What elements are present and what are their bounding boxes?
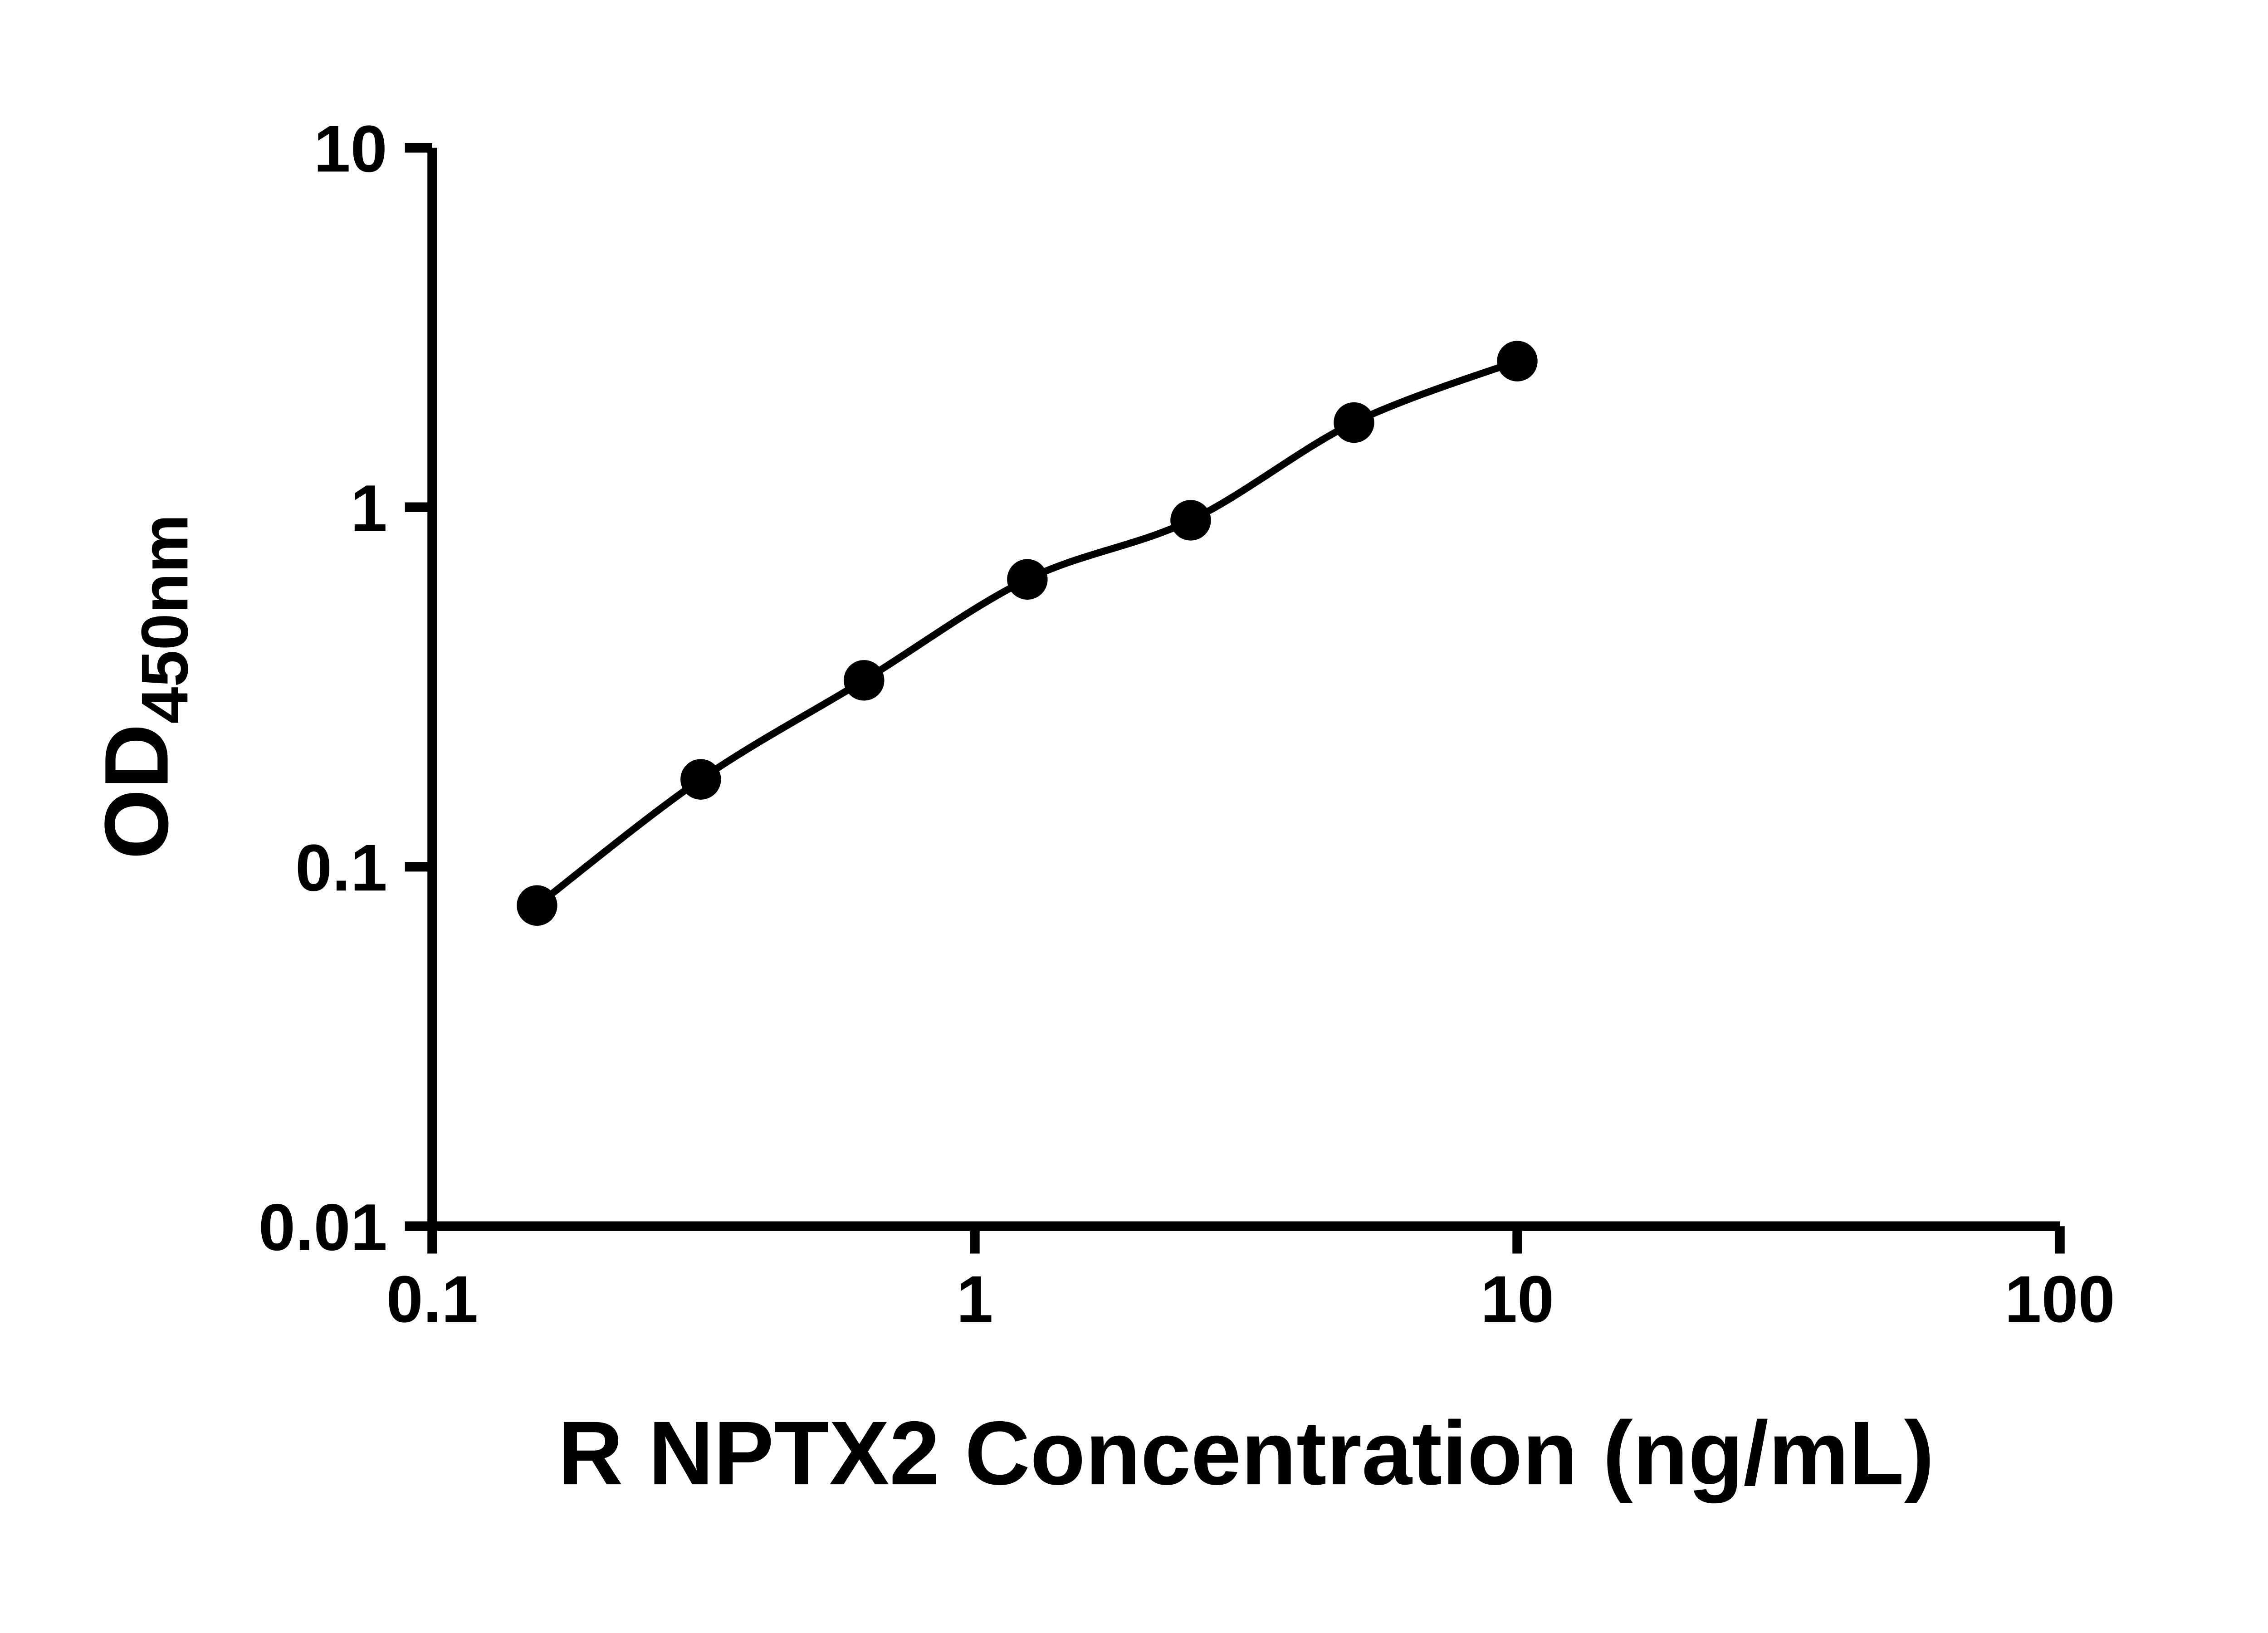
x-tick-label: 100 [2004, 1262, 2115, 1336]
data-point [517, 885, 557, 926]
data-point [1170, 500, 1211, 541]
data-point [1007, 559, 1048, 600]
fit-curve [533, 357, 1521, 909]
axis-frame [427, 147, 2060, 1231]
x-tick-label: 0.1 [386, 1262, 479, 1336]
x-tick-label: 10 [1481, 1262, 1554, 1336]
y-tick-label: 1 [351, 471, 387, 545]
x-axis-title: R NPTX2 Concentration (ng/mL) [558, 1403, 1934, 1504]
data-point [844, 660, 885, 701]
data-point [680, 759, 721, 800]
y-tick-label: 0.01 [259, 1190, 387, 1264]
y-axis-title-subscript: 450nm [127, 514, 201, 724]
y-axis-title: OD450nm [87, 514, 202, 859]
elisa-standard-curve-figure: 0.01 0.1 1 10 0.1 1 10 100 R NPTX2 Concentratio… [86, 112, 2115, 1504]
y-axis-title-main: OD [87, 724, 187, 860]
y-tick-label: 0.1 [295, 831, 387, 905]
x-tick-label: 1 [956, 1262, 993, 1336]
data-point [1334, 402, 1374, 443]
data-point [1497, 341, 1538, 381]
y-tick-label: 10 [314, 112, 387, 186]
